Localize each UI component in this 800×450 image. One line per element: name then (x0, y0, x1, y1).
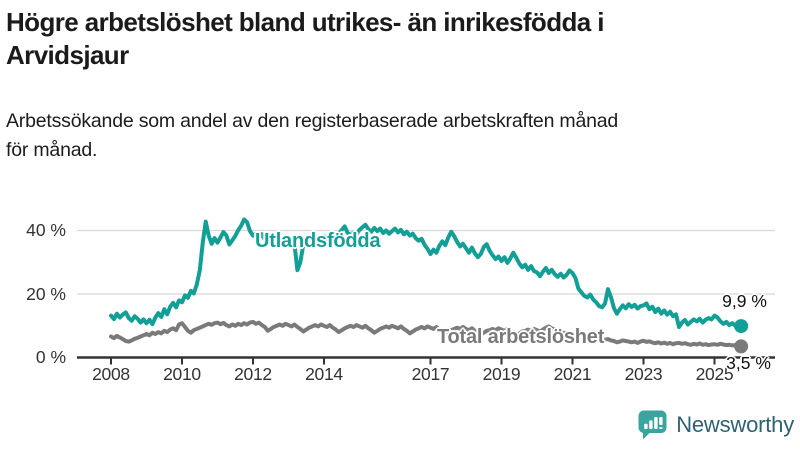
end-dot-total (734, 339, 749, 354)
y-tick-label-40: 40 % (26, 220, 66, 240)
y-tick-label-0: 0 % (35, 347, 66, 367)
series-label-utlandsfodda: Utlandsfödda (255, 230, 381, 252)
newsworthy-wordmark: Newsworthy (676, 412, 794, 437)
title-line-1: Högre arbetslöshet bland utrikes- än inr… (6, 7, 604, 37)
title-line-2: Arvidsjaur (6, 40, 129, 70)
x-tick-label-2017: 2017 (411, 364, 450, 384)
series-line-utlandsfodda (109, 217, 744, 329)
y-tick-label-20: 20 % (26, 283, 66, 304)
x-tick-label-2019: 2019 (482, 364, 521, 384)
x-tick-label-2010: 2010 (163, 364, 201, 384)
x-tick-label-2021: 2021 (553, 364, 592, 384)
end-dot-utlandsfodda (734, 319, 749, 334)
end-value-label-utlandsfodda: 9,9 % (722, 291, 767, 312)
page-title: Högre arbetslöshet bland utrikes- än inr… (6, 6, 796, 72)
series-label-total-arbetsloshet: Total arbetslöshet (437, 326, 605, 348)
chart-subtitle: Arbetssökande som andel av den registerb… (6, 107, 796, 165)
x-tick-label-2025: 2025 (695, 364, 734, 384)
end-value-label-total: 3,5 % (726, 353, 771, 374)
subtitle-line-2: för månad. (6, 139, 98, 161)
series-line-total (109, 319, 744, 349)
newsworthy-logo-link[interactable]: Newsworthy (638, 410, 794, 440)
subtitle-line-1: Arbetssökande som andel av den registerb… (6, 110, 619, 132)
x-tick-label-2014: 2014 (305, 364, 343, 384)
x-tick-label-2023: 2023 (624, 364, 663, 384)
x-tick-label-2008: 2008 (92, 364, 130, 384)
bar-chart-speech-bubble-icon (638, 410, 667, 440)
x-tick-label-2012: 2012 (234, 364, 272, 384)
